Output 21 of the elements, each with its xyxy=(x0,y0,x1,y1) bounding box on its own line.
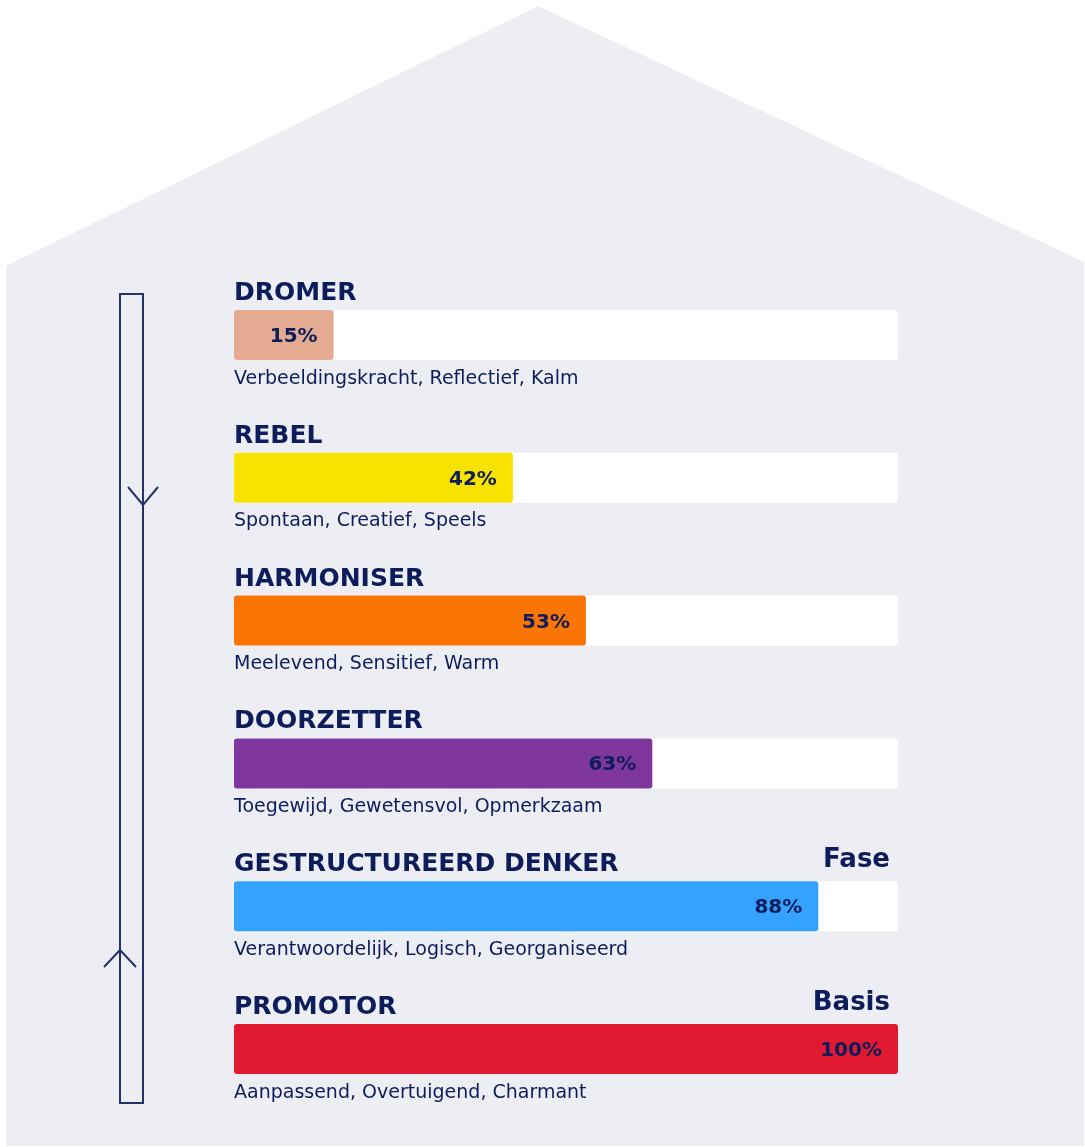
data-label: 15% xyxy=(269,323,318,347)
data-label: 88% xyxy=(754,894,803,919)
annotation: Fase xyxy=(823,843,891,874)
data-label: 100% xyxy=(820,1037,882,1061)
data-label: 63% xyxy=(588,751,637,776)
y-tick-label: REBEL xyxy=(234,419,323,449)
y-tick-label: GESTRUCTUREERD DENKER xyxy=(234,848,619,878)
y-tick-label: HARMONISER xyxy=(234,562,425,592)
annotation: Spontaan, Creatief, Speels xyxy=(234,508,487,531)
annotation: Verbeeldingskracht, Reflectief, Kalm xyxy=(234,365,579,388)
annotation: Basis xyxy=(812,986,891,1016)
bar xyxy=(234,310,334,360)
y-tick-label: PROMOTOR xyxy=(234,991,397,1020)
y-tick-label: DOORZETTER xyxy=(234,705,423,735)
data-label: 42% xyxy=(449,465,497,490)
annotation: Meelevend, Sensitief, Warm xyxy=(234,651,500,674)
annotation: Toegewijd, Gewetensvol, Opmerkzaam xyxy=(233,793,603,816)
y-tick-label: DROMER xyxy=(234,277,357,306)
annotation: Verantwoordelijk, Logisch, Georganiseerd xyxy=(234,936,629,959)
data-label: 53% xyxy=(522,608,570,633)
text: Aanpassend, Overtuigend, Charmant xyxy=(234,1079,587,1102)
